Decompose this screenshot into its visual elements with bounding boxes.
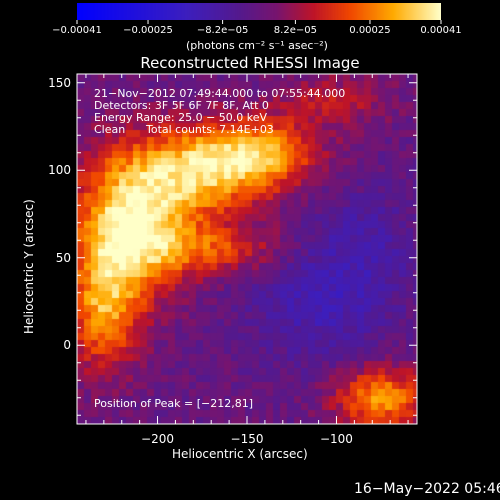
colorbar-tick-label: −0.00041 [52, 25, 102, 36]
x-tick-label: −150 [230, 432, 264, 446]
y-tick-label: 150 [48, 75, 71, 90]
y-tick-label: 100 [48, 163, 71, 178]
colorbar-tick-label: 0.00041 [420, 25, 462, 36]
annotation-peak-position: Position of Peak = [−212,81] [94, 397, 254, 410]
colorbar-tick-label: 8.2e−05 [273, 25, 317, 36]
annotation-total-counts: Total counts: 7.14E+03 [146, 123, 274, 136]
annotation-detectors: Detectors: 3F 5F 6F 7F 8F, Att 0 [94, 99, 269, 112]
colorbar [77, 3, 441, 20]
x-axis-label: Heliocentric X (arcsec) [172, 447, 308, 461]
x-tick-label: −200 [141, 432, 174, 446]
annotation-method: Clean [94, 123, 126, 136]
y-tick-label: 0 [63, 338, 71, 353]
colorbar-tick-label: 0.00025 [349, 25, 391, 36]
chart-title: Reconstructed RHESSI Image [140, 54, 360, 72]
colorbar-unit-label: (photons cm⁻² s⁻¹ asec⁻²) [186, 39, 328, 52]
colorbar-tick-label: −0.00025 [123, 25, 173, 36]
annotation-time-range: 21−Nov−2012 07:49:44.000 to 07:55:44.000 [94, 87, 346, 100]
x-tick-label: −100 [319, 432, 353, 446]
y-tick-label: 50 [55, 250, 71, 265]
colorbar-tick-label: −8.2e−05 [196, 25, 249, 36]
y-axis-label: Heliocentric Y (arcsec) [22, 199, 36, 334]
footer-datetime: 16−May−2022 05:46 [354, 481, 500, 497]
annotation-energy-range: Energy Range: 25.0 − 50.0 keV [94, 111, 268, 124]
colorbar-ticks: −0.00041 −0.00025 −8.2e−05 8.2e−05 0.00025 0.… [0, 0, 500, 36]
heatmap-image [77, 74, 417, 424]
